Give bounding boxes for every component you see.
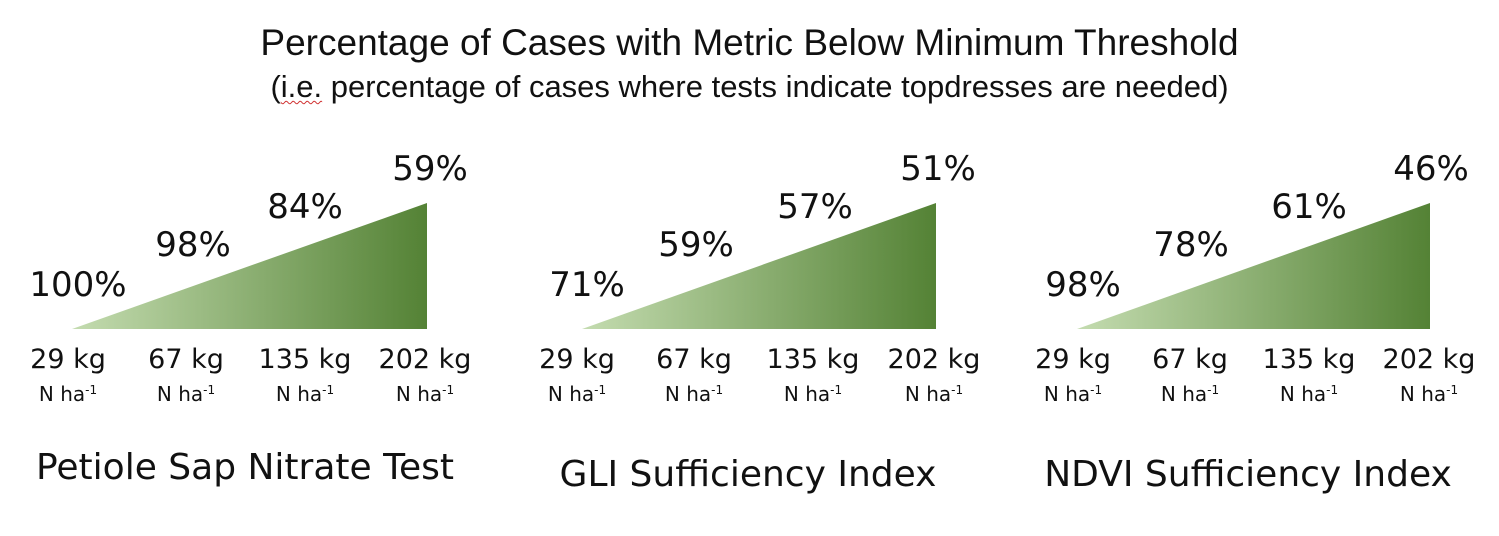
data-label: 59%	[658, 225, 734, 265]
data-label: 71%	[549, 265, 625, 305]
data-label: 100%	[29, 265, 127, 305]
category-label: 29 kg	[539, 344, 615, 375]
category-label: 202 kg	[1382, 344, 1476, 375]
unit-label: N ha-1	[783, 382, 843, 406]
unit-label: N ha-1	[1279, 382, 1339, 406]
unit-label: N ha-1	[1043, 382, 1103, 406]
panel-title: NDVI Sufficiency Index	[1044, 454, 1452, 495]
subtitle-rest: percentage of cases where tests indicate…	[322, 69, 1229, 104]
rate-wedge	[582, 203, 936, 329]
category-label: 202 kg	[887, 344, 981, 375]
category-label: 67 kg	[656, 344, 732, 375]
chart-subtitle: (i.e. percentage of cases where tests in…	[0, 69, 1499, 105]
category-label: 67 kg	[148, 344, 224, 375]
unit-label: N ha-1	[275, 382, 335, 406]
data-label: 51%	[900, 149, 976, 189]
rate-wedge	[1077, 203, 1430, 329]
data-label: 98%	[1045, 265, 1121, 305]
category-label: 67 kg	[1152, 344, 1228, 375]
unit-label: N ha-1	[38, 382, 98, 406]
subtitle-open: (	[270, 69, 281, 104]
category-label: 29 kg	[1035, 344, 1111, 375]
unit-label: N ha-1	[395, 382, 455, 406]
data-label: 84%	[267, 187, 343, 227]
data-label: 61%	[1271, 187, 1347, 227]
panel-title: GLI Sufficiency Index	[559, 454, 937, 495]
category-label: 202 kg	[378, 344, 472, 375]
unit-label: N ha-1	[664, 382, 724, 406]
category-label: 29 kg	[30, 344, 106, 375]
unit-label: N ha-1	[547, 382, 607, 406]
rate-wedge	[72, 203, 427, 329]
category-label: 135 kg	[1262, 344, 1356, 375]
unit-label: N ha-1	[904, 382, 964, 406]
data-label: 57%	[777, 187, 853, 227]
panel-title: Petiole Sap Nitrate Test	[35, 447, 455, 488]
unit-label: N ha-1	[156, 382, 216, 406]
unit-label: N ha-1	[1399, 382, 1459, 406]
category-label: 135 kg	[766, 344, 860, 375]
data-label: 98%	[155, 225, 231, 265]
unit-label: N ha-1	[1160, 382, 1220, 406]
category-label: 135 kg	[258, 344, 352, 375]
data-label: 59%	[392, 149, 468, 189]
data-label: 78%	[1153, 225, 1229, 265]
data-label: 46%	[1393, 149, 1469, 189]
chart-title: Percentage of Cases with Metric Below Mi…	[260, 22, 1239, 63]
subtitle-abbrev: i.e.	[280, 69, 323, 104]
